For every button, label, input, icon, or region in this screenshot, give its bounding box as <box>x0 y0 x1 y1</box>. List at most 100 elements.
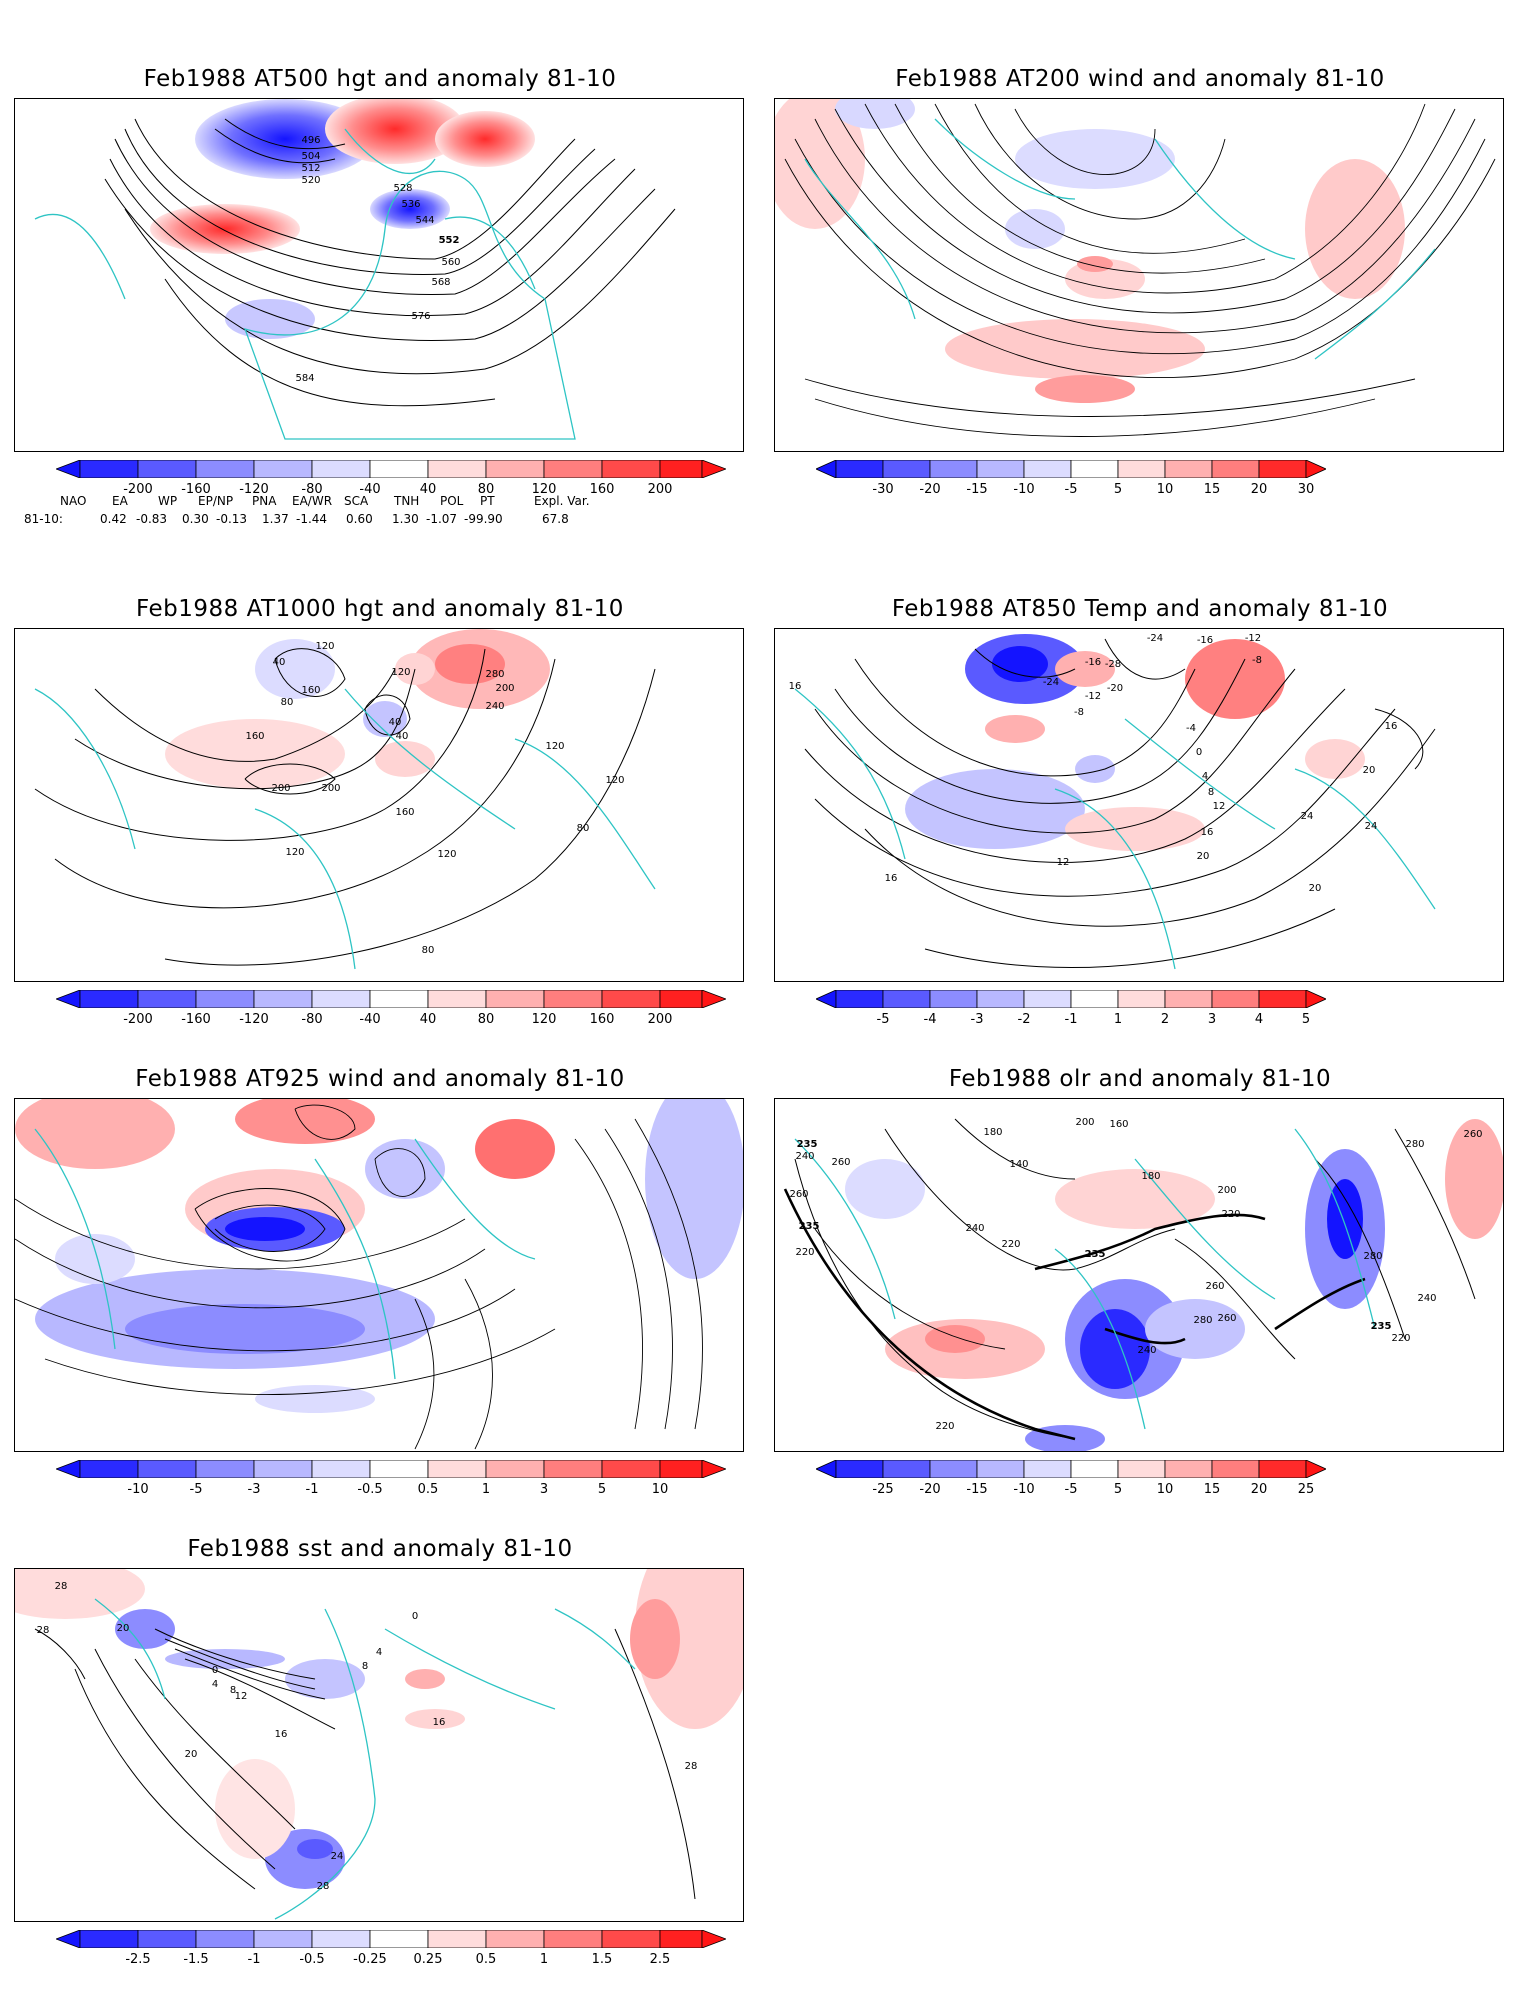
colorbar-label: 30 <box>1297 482 1315 497</box>
tele-header: POL <box>440 494 464 508</box>
contour-label: -8 <box>1074 707 1084 718</box>
map-500hgt: 496 504 512 520 528 536 544 552 560 568 … <box>14 98 744 452</box>
panel-title: Feb1988 AT200 wind and anomaly 81-10 <box>895 66 1385 92</box>
colorbar-graphic <box>54 459 728 479</box>
contour-label: 120 <box>391 667 410 678</box>
colorbar-label: 160 <box>589 1012 615 1027</box>
contour-label: 8 <box>230 1685 236 1696</box>
contour-label: 220 <box>1221 1209 1240 1220</box>
contour-label: 28 <box>317 1881 330 1892</box>
colorbar: -2.5 -1.5 -1 -0.5 -0.25 0.25 0.5 1 1.5 2… <box>54 1929 728 1970</box>
contour-label: 8 <box>362 1661 368 1672</box>
colorbar-label: 3 <box>1207 1012 1217 1027</box>
contour-label: 260 <box>789 1189 808 1200</box>
map-sst: 28 28 20 0 4 8 12 16 20 24 28 16 0 4 8 2… <box>14 1568 744 1922</box>
colorbar-label: 5 <box>1113 482 1123 497</box>
contour-label: 160 <box>1109 1119 1128 1130</box>
colorbar-label: 80 <box>477 482 495 497</box>
colorbar-label: -3 <box>970 1012 984 1027</box>
contour-label: 235 <box>799 1221 820 1232</box>
tele-value: -1.07 <box>426 512 458 526</box>
contour-label: 235 <box>1085 1249 1106 1260</box>
colorbar-label: -1 <box>1064 1012 1078 1027</box>
contour-label: 4 <box>376 1647 382 1658</box>
tele-value: -1.44 <box>296 512 328 526</box>
colorbar-label: 160 <box>589 482 615 497</box>
colorbar-graphic <box>815 459 1327 479</box>
contour-label: 520 <box>301 175 320 186</box>
colorbar-label: 2 <box>1160 1012 1170 1027</box>
contour-label: -16 <box>1197 635 1213 646</box>
tele-value: 67.8 <box>542 512 569 526</box>
colorbar-label: -200 <box>123 482 153 497</box>
contour-label: 80 <box>281 697 294 708</box>
panel-title: Feb1988 olr and anomaly 81-10 <box>948 1066 1332 1092</box>
contour-label: 28 <box>37 1625 50 1636</box>
colorbar-label: 40 <box>419 482 437 497</box>
colorbar-label: -120 <box>239 1012 269 1027</box>
panel-500hgt: Feb1988 AT500 hgt and anomaly 81-10 <box>14 62 746 552</box>
contour-label: 20 <box>1309 883 1322 894</box>
contour-label: 220 <box>1001 1239 1020 1250</box>
tele-value: -99.90 <box>464 512 503 526</box>
colorbar-label: -30 <box>872 482 894 497</box>
colorbar-label: -40 <box>359 1012 381 1027</box>
colorbar-graphic <box>815 989 1327 1009</box>
contour-label: 512 <box>301 163 320 174</box>
colorbar-label: -0.5 <box>357 1482 383 1497</box>
contour-label: 240 <box>1417 1293 1436 1304</box>
contour-label: 4 <box>212 1679 218 1690</box>
colorbar-label: 0.5 <box>475 1952 497 1967</box>
contour-label: 120 <box>437 849 456 860</box>
contour-label: 12 <box>235 1691 248 1702</box>
colorbar-graphic <box>54 1929 728 1949</box>
colorbar-label: -0.25 <box>353 1952 387 1967</box>
contour-label: -4 <box>1186 723 1196 734</box>
contour-label: 260 <box>1205 1281 1224 1292</box>
colorbar-label: -80 <box>301 1012 323 1027</box>
panel-title: Feb1988 AT500 hgt and anomaly 81-10 <box>143 66 617 92</box>
contour-label: -24 <box>1043 677 1059 688</box>
tele-header: PT <box>480 494 495 508</box>
colorbar-label: -4 <box>923 1012 937 1027</box>
colorbar-label: -15 <box>966 482 988 497</box>
contour-label: 120 <box>605 775 624 786</box>
map-graphic: 496 504 512 520 528 536 544 552 560 568 … <box>34 99 676 440</box>
contour-label: 24 <box>331 1851 344 1862</box>
colorbar-label: 10 <box>1156 482 1174 497</box>
contour-label: 20 <box>117 1623 130 1634</box>
tele-header: EP/NP <box>198 494 234 508</box>
tele-value: 1.30 <box>392 512 419 526</box>
contour-label: 552 <box>439 235 460 246</box>
contour-label: 20 <box>1197 851 1210 862</box>
map-graphic <box>775 99 1496 437</box>
contour-label: 16 <box>789 681 802 692</box>
map-graphic: 235 240 260 260 220 180 160 140 200 180 … <box>783 1117 1503 1451</box>
map-850temp: -24 -16 -28 -12 -16 -8 -24 -20 -12 -8 -4… <box>774 628 1504 982</box>
tele-header: NAO <box>60 494 87 508</box>
contour-label: 220 <box>935 1421 954 1432</box>
tele-header: WP <box>158 494 178 508</box>
panel-olr: Feb1988 olr and anomaly 81-10 <box>774 1062 1506 1497</box>
panel-title: Feb1988 AT925 wind and anomaly 81-10 <box>135 1066 625 1092</box>
contour-label: 220 <box>1391 1333 1410 1344</box>
contour-label: 235 <box>1371 1321 1392 1332</box>
colorbar-label: 10 <box>1156 1482 1174 1497</box>
colorbar-label: 80 <box>477 1012 495 1027</box>
contour-label: 120 <box>545 741 564 752</box>
colorbar-label: -15 <box>966 1482 988 1497</box>
colorbar-label: -5 <box>1064 482 1078 497</box>
colorbar-label: 1 <box>539 1952 549 1967</box>
contour-label: 504 <box>301 151 320 162</box>
colorbar: -200 -160 -120 -80 -40 40 80 120 160 200 <box>54 989 728 1030</box>
colorbar-graphic <box>54 989 728 1009</box>
contour-label: 0 <box>1196 747 1202 758</box>
colorbar-label: -1 <box>305 1482 319 1497</box>
colorbar-label: 20 <box>1250 482 1268 497</box>
colorbar-label: -20 <box>919 1482 941 1497</box>
colorbar-label: 10 <box>651 1482 669 1497</box>
colorbar-label: 200 <box>647 1012 673 1027</box>
contour-label: 40 <box>273 657 286 668</box>
contour-label: 584 <box>295 373 314 384</box>
colorbar-label: -10 <box>127 1482 149 1497</box>
